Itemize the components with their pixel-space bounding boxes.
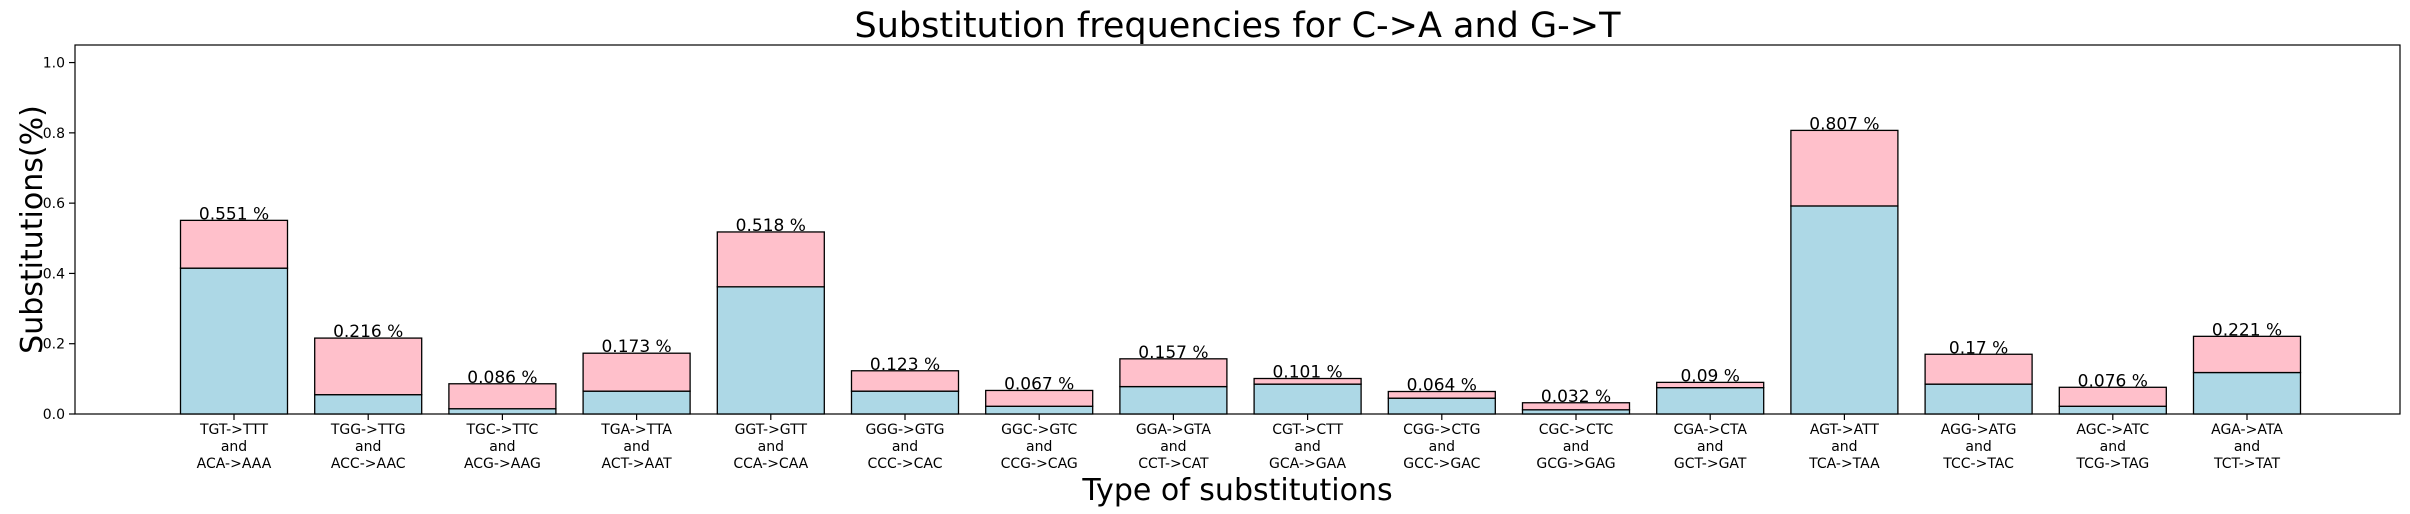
bar-value-label: 0.123 % [870, 355, 940, 375]
bar-segment-lower [1119, 385, 1228, 415]
bar-value-label: 0.17 % [1949, 338, 2008, 358]
bar-segment-upper [850, 370, 960, 392]
bar-segment-upper [985, 389, 1094, 407]
bar-segment-lower [716, 286, 825, 415]
bar-segment-lower [2192, 371, 2302, 415]
bar-value-label: 0.09 % [1680, 366, 1739, 386]
bar-segment-upper [1656, 381, 1765, 389]
bar-segment-upper [2058, 386, 2167, 407]
bar-value-label: 0.086 % [467, 368, 537, 388]
bar-group [179, 129, 2302, 415]
x-tick-label: AGA->ATA and TCT->TAT [2211, 422, 2283, 472]
bar-value-label: 0.807 % [1809, 114, 1879, 134]
bar-segment-lower [1387, 397, 1496, 415]
bar-value-label: 0.101 % [1272, 363, 1342, 383]
bar-segment-upper [1119, 358, 1228, 388]
bar-value-label: 0.216 % [333, 322, 403, 342]
x-tick-label: AGT->ATT and TCA->TAA [1808, 422, 1880, 472]
bar-value-label: 0.221 % [2212, 320, 2282, 340]
bar-segment-lower [1253, 383, 1362, 415]
x-tick-label: TGC->TTC and ACG->AAG [464, 422, 541, 472]
bar-value-label: 0.551 % [199, 204, 269, 224]
bar-segment-lower [314, 394, 423, 415]
y-tick-label: 0.0 [43, 407, 65, 423]
x-tick-label: CGA->CTA and GCT->GAT [1673, 422, 1747, 472]
x-tick-label: TGA->TTA and ACT->AAT [600, 422, 672, 472]
bar-segment-upper [1790, 129, 1899, 207]
bar-value-label: 0.157 % [1138, 343, 1208, 363]
bar-segment-upper [179, 219, 289, 269]
x-tick-label: AGC->ATC and TCG->TAG [2075, 422, 2149, 472]
bar-value-label: 0.067 % [1004, 374, 1074, 394]
x-axis-label: Type of substitutions [1081, 473, 1392, 508]
bar-segment-upper [716, 231, 825, 288]
y-tick-label: 0.8 [43, 126, 65, 142]
bar-segment-lower [448, 408, 557, 415]
x-tick-label: CGC->CTC and GCG->GAG [1536, 422, 1615, 472]
x-tick-label: GGT->GTT and CCA->CAA [733, 422, 808, 472]
bar-segment-upper [1387, 390, 1496, 399]
plot-area-frame [74, 44, 2401, 415]
chart-title: Substitution frequencies for C->A and G-… [855, 6, 1622, 46]
x-tick-label: CGG->CTG and GCC->GAC [1403, 422, 1481, 472]
x-tick-label: GGC->GTC and CCG->CAG [1001, 422, 1078, 472]
x-axis: TGT->TTT and ACA->AAA TGG->TTG and ACC->AAC TG… [197, 414, 2283, 472]
bar-value-label: 0.173 % [601, 337, 671, 357]
bar-segment-lower [582, 390, 691, 415]
bar-segment-lower [985, 405, 1094, 415]
bar-segment-lower [1656, 386, 1765, 415]
y-tick-label: 0.4 [43, 266, 65, 282]
y-axis: 0.0 0.2 0.4 0.6 0.8 1.0 [43, 56, 75, 423]
bar-segment-lower [1790, 205, 1899, 415]
x-tick-label: AGG->ATG and TCC->TAC [1941, 422, 2017, 472]
x-tick-label: GGA->GTA and CCT->CAT [1136, 422, 1212, 472]
x-tick-label: TGG->TTG and ACC->AAC [330, 422, 406, 472]
bar-segment-upper [582, 352, 691, 392]
y-tick-label: 0.2 [43, 337, 65, 353]
x-tick-label: TGT->TTT and ACA->AAA [197, 422, 272, 472]
bar-segment-lower [1924, 383, 2033, 415]
y-tick-label: 0.6 [43, 196, 65, 212]
bar-segment-upper [2192, 335, 2302, 374]
bar-value-label: 0.064 % [1407, 376, 1477, 396]
y-axis-label: Substitutions(%) [15, 105, 50, 354]
bar-segment-lower [2058, 405, 2167, 415]
y-tick-label: 1.0 [43, 56, 65, 72]
bar-segment-upper [1924, 353, 2033, 385]
x-tick-label: GGG->GTG and CCC->CAC [865, 422, 944, 472]
bar-segment-lower [179, 267, 289, 415]
x-tick-label: CGT->CTT and GCA->GAA [1269, 422, 1346, 472]
bar-value-label: 0.076 % [2078, 371, 2148, 391]
data-labels: 0.551 % 0.216 % 0.086 % 0.173 % 0.518 % 0.123… [199, 114, 2282, 406]
bar-segment-upper [448, 383, 557, 410]
bar-segment-upper [314, 337, 423, 396]
bar-segment-lower [850, 390, 960, 415]
bar-value-label: 0.032 % [1541, 387, 1611, 407]
bar-segment-upper [1521, 402, 1631, 411]
bar-value-label: 0.518 % [736, 216, 806, 236]
bar-segment-upper [1253, 377, 1362, 385]
